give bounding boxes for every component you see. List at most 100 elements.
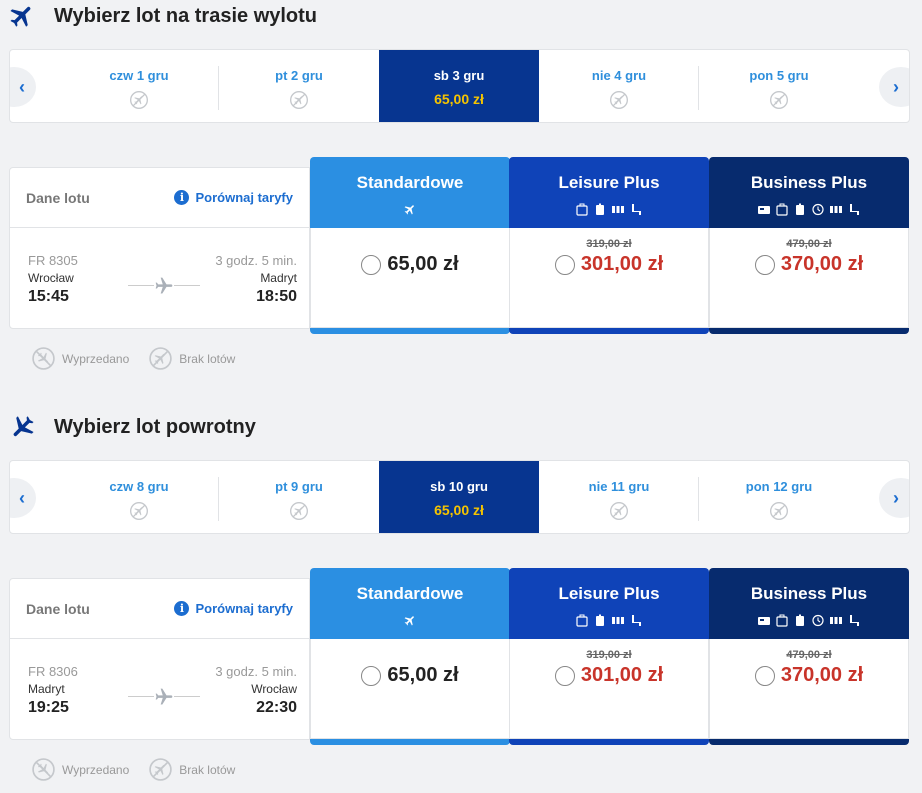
day-label: czw 1 gru: [109, 68, 169, 83]
fare-business-plus[interactable]: Business Plus 479,00 zł 370,00 zł: [709, 568, 909, 745]
no-flight-icon: [769, 90, 789, 110]
day-option[interactable]: nie 4 gru: [539, 50, 699, 122]
fare-header: Standardowe: [310, 568, 510, 639]
fare-price: 65,00 zł: [387, 253, 459, 275]
checked-bag-icon: [575, 203, 589, 216]
flight-details-label: Dane lotu: [26, 190, 90, 206]
day-option[interactable]: pt 9 gru: [219, 461, 379, 533]
legend-label: Wyprzedano: [62, 351, 130, 366]
fare-radio[interactable]: [754, 254, 775, 275]
legend-sold-out: Wyprzedano: [31, 346, 129, 371]
price-row: 301,00 zł: [510, 253, 708, 276]
fare-name: Business Plus: [750, 584, 868, 603]
no-flight-icon: [289, 501, 309, 521]
fare-price: 65,00 zł: [387, 664, 459, 686]
divider: [218, 66, 219, 110]
compare-fares-link[interactable]: i Porównaj taryfy: [174, 190, 293, 205]
price-row: 65,00 zł: [311, 253, 509, 276]
day-option-selected[interactable]: sb 3 gru 65,00 zł: [379, 50, 539, 122]
section-title: Wybierz lot na trasie wylotu: [54, 4, 318, 27]
fare-business-plus[interactable]: Business Plus 479,00 zł 370,00 zł: [709, 157, 909, 334]
day-option-selected[interactable]: sb 10 gru 65,00 zł: [379, 461, 539, 533]
day-label: pt 9 gru: [275, 479, 323, 494]
price-row: 65,00 zł: [311, 664, 509, 687]
fare-price: 301,00 zł: [580, 253, 664, 275]
section-title: Wybierz lot powrotny: [54, 415, 256, 438]
price-row: 301,00 zł: [510, 664, 708, 687]
route-line: [128, 685, 200, 709]
fare-body: 479,00 zł 370,00 zł: [709, 228, 909, 328]
seats-icon: [829, 203, 843, 216]
day-option[interactable]: czw 8 gru: [59, 461, 219, 533]
legend-no-flights: Brak lotów: [148, 346, 235, 371]
day-price: 65,00 zł: [434, 91, 484, 107]
airplane-icon: [154, 687, 174, 707]
fare-price: 301,00 zł: [580, 664, 664, 686]
card-icon: [757, 614, 771, 627]
divider: [698, 477, 699, 521]
fare-header: Standardowe: [310, 157, 510, 228]
seats-icon: [829, 614, 843, 627]
route-line: [128, 274, 200, 298]
clock-icon: [811, 614, 825, 627]
fare-body: 479,00 zł 370,00 zł: [709, 639, 909, 739]
compare-fares-link[interactable]: i Porównaj taryfy: [174, 601, 293, 616]
chevron-left-icon[interactable]: ‹: [10, 67, 36, 107]
checked-bag-icon: [775, 614, 789, 627]
fare-radio[interactable]: [361, 665, 382, 686]
fare-radio[interactable]: [361, 254, 382, 275]
fare-name: Leisure Plus: [558, 173, 660, 192]
legend-label: Brak lotów: [179, 351, 236, 366]
fare-name: Leisure Plus: [558, 584, 660, 603]
fare-features: [310, 203, 510, 216]
day-option[interactable]: nie 11 gru: [539, 461, 699, 533]
price-row: 370,00 zł: [710, 664, 908, 687]
fare-radio[interactable]: [554, 665, 575, 686]
fare-bar: [509, 739, 709, 745]
seats-icon: [611, 203, 625, 216]
no-flight-icon: [129, 90, 149, 110]
fare-header: Leisure Plus: [509, 568, 709, 639]
chevron-right-icon[interactable]: ›: [879, 478, 909, 518]
day-option[interactable]: pt 2 gru: [219, 50, 379, 122]
day-label: pon 5 gru: [749, 68, 809, 83]
date-carousel: czw 1 gru pt 2 gru sb 3 gru 65,00 zł nie…: [9, 49, 910, 123]
suitcase-icon: [593, 614, 607, 627]
fare-bar: [509, 328, 709, 334]
fare-body: 65,00 zł: [310, 228, 510, 328]
chevron-left-icon[interactable]: ‹: [10, 478, 36, 518]
flight-info-header: Dane lotu i Porównaj taryfy: [10, 168, 309, 228]
fare-name: Standardowe: [356, 584, 464, 603]
fare-leisure-plus[interactable]: Leisure Plus 319,00 zł 301,00 zł: [509, 568, 709, 745]
day-option[interactable]: pon 12 gru: [699, 461, 859, 533]
airplane-icon: [8, 413, 36, 441]
checked-bag-icon: [575, 614, 589, 627]
card-icon: [757, 203, 771, 216]
chevron-right-icon[interactable]: ›: [879, 67, 909, 107]
legend: Wyprzedano Brak lotów: [31, 346, 254, 371]
fare-standard[interactable]: Standardowe 65,00 zł: [310, 157, 510, 334]
flight-details-label: Dane lotu: [26, 601, 90, 617]
day-label: sb 10 gru: [430, 479, 488, 494]
outbound-header: Wybierz lot na trasie wylotu: [8, 2, 317, 30]
fare-bar: [310, 328, 510, 334]
day-label: sb 3 gru: [433, 68, 485, 83]
seat-icon: [629, 614, 643, 627]
fare-header: Business Plus: [709, 157, 909, 228]
no-flight-icon: [148, 757, 173, 782]
day-label: czw 8 gru: [109, 479, 169, 494]
departure-time: 15:45: [28, 288, 69, 305]
checked-bag-icon: [775, 203, 789, 216]
fare-radio[interactable]: [754, 665, 775, 686]
fare-radio[interactable]: [554, 254, 575, 275]
origin-city: Madryt: [28, 682, 65, 696]
fare-features: [709, 203, 909, 216]
fare-standard[interactable]: Standardowe 65,00 zł: [310, 568, 510, 745]
day-option[interactable]: pon 5 gru: [699, 50, 859, 122]
airplane-icon: [403, 203, 417, 216]
divider: [698, 66, 699, 110]
fare-leisure-plus[interactable]: Leisure Plus 319,00 zł 301,00 zł: [509, 157, 709, 334]
departure-time: 19:25: [28, 699, 69, 716]
day-option[interactable]: czw 1 gru: [59, 50, 219, 122]
fare-features: [709, 614, 909, 627]
